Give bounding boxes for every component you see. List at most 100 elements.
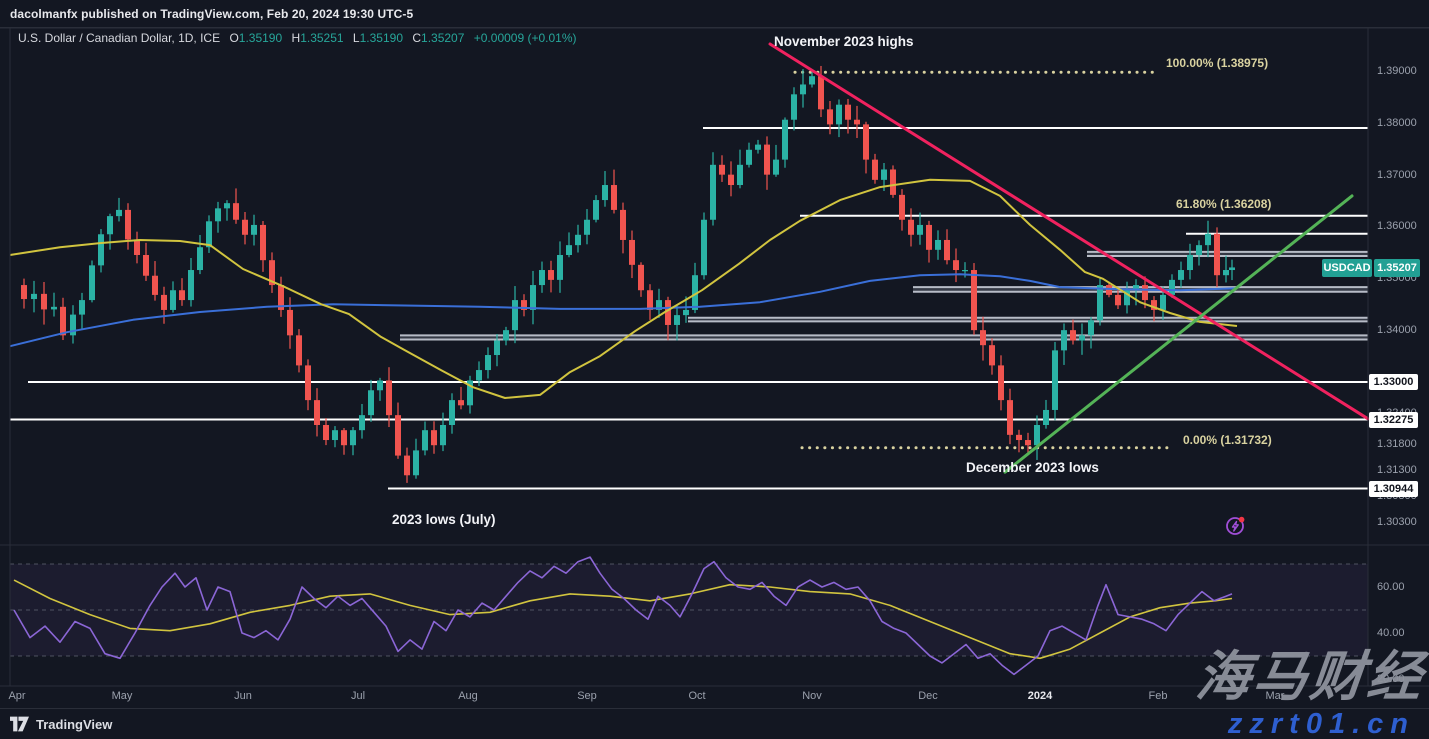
price-level-badge: 1.32275	[1369, 411, 1418, 428]
candle-down	[296, 335, 302, 366]
candle-up	[215, 208, 221, 222]
candle-up	[79, 300, 85, 315]
fib-100-label: 100.00% (1.38975)	[1166, 56, 1269, 70]
candle-down	[728, 174, 734, 186]
supply-demand-zone[interactable]	[688, 317, 1368, 322]
candle-down	[872, 159, 878, 180]
candle-up	[1034, 424, 1040, 446]
candle-up	[593, 200, 599, 220]
candle-down	[863, 124, 869, 160]
flash-publish-icon[interactable]	[1225, 515, 1247, 537]
candle-up	[89, 265, 95, 301]
candle-up	[1088, 320, 1094, 336]
rsi-axis-label: 20.00	[1377, 673, 1405, 685]
time-axis-label-aug: Aug	[458, 690, 478, 702]
candle-up	[746, 149, 752, 165]
candle-down	[404, 455, 410, 476]
candle-down	[341, 430, 347, 446]
candles[interactable]	[21, 65, 1235, 483]
candle-up	[1205, 233, 1211, 246]
supply-demand-zone[interactable]	[400, 335, 1368, 340]
annotation-july-lows: 2023 lows (July)	[392, 512, 496, 527]
tradingview-logo[interactable]: TradingView	[10, 716, 112, 732]
candle-up	[449, 400, 455, 425]
candle-up	[737, 164, 743, 186]
symbol-legend[interactable]: U.S. Dollar / Canadian Dollar, 1D, ICE O…	[18, 31, 577, 45]
candle-down	[242, 219, 248, 235]
annotation-november-highs: November 2023 highs	[774, 34, 914, 49]
candle-up	[1052, 350, 1058, 410]
candle-up	[836, 104, 842, 125]
candle-down	[1106, 285, 1112, 295]
candle-down	[21, 285, 27, 300]
candle-down	[971, 270, 977, 331]
high-label: H	[291, 31, 301, 45]
candle-up	[503, 330, 509, 341]
tradingview-logo-icon	[10, 716, 29, 732]
ma-blue-line[interactable]	[9, 273, 1238, 348]
candle-up	[512, 300, 518, 331]
candle-down	[287, 309, 293, 336]
candle-down	[1025, 440, 1031, 446]
candle-up	[1223, 270, 1229, 276]
candle-up	[413, 450, 419, 476]
candle-up	[674, 315, 680, 325]
candle-down	[827, 109, 833, 125]
uptrend-from-december-lows[interactable]	[1003, 194, 1354, 474]
candle-up	[494, 340, 500, 356]
candle-down	[764, 144, 770, 175]
lightning-bolt-icon	[1231, 520, 1239, 532]
price-axis-label: 1.31300	[1377, 464, 1417, 477]
price-axis-label: 1.31800	[1377, 438, 1417, 451]
rsi-ma-line[interactable]	[13, 579, 1233, 660]
candle-down	[845, 104, 851, 120]
ma-yellow-line[interactable]	[9, 178, 1238, 399]
candle-down	[998, 365, 1004, 401]
candle-down	[278, 285, 284, 310]
candle-up	[935, 239, 941, 250]
candle-down	[665, 300, 671, 325]
price-axis-label: 1.39000	[1377, 65, 1417, 77]
candle-down	[989, 345, 995, 366]
candle-down	[890, 169, 896, 195]
candle-down	[908, 219, 914, 235]
time-axis-label-jul: Jul	[350, 690, 366, 702]
rsi-line[interactable]	[13, 556, 1233, 676]
candle-up	[530, 285, 536, 310]
candle-down	[638, 264, 644, 291]
downtrend-from-november-highs[interactable]	[768, 42, 1370, 421]
time-axis-label-jun: Jun	[234, 690, 252, 702]
candle-up	[1079, 335, 1085, 341]
candle-up	[350, 430, 356, 446]
candle-up	[782, 119, 788, 160]
candle-up	[917, 224, 923, 235]
price-axis-label: 1.37000	[1377, 168, 1417, 181]
candle-up	[1187, 254, 1193, 271]
candle-up	[1061, 330, 1067, 351]
candle-up	[1133, 285, 1139, 291]
attribution-text: dacolmanfx published on TradingView.com,…	[10, 7, 414, 21]
candle-down	[395, 415, 401, 456]
candle-up	[575, 234, 581, 246]
time-axis-label-feb: Feb	[1148, 690, 1168, 702]
candle-up	[116, 209, 122, 217]
candle-up	[557, 254, 563, 280]
low-value: 1.35190	[359, 31, 403, 45]
candle-up	[70, 314, 76, 336]
supply-demand-zone[interactable]	[1087, 251, 1368, 257]
candle-down	[1214, 233, 1220, 276]
price-axis-label: 1.38000	[1377, 116, 1417, 129]
candle-up	[31, 293, 37, 300]
candle-up	[206, 221, 212, 248]
candle-up	[51, 306, 57, 310]
candle-up	[359, 415, 365, 431]
candle-down	[125, 209, 131, 240]
candle-down	[1070, 330, 1076, 341]
candle-up	[1169, 279, 1175, 295]
candle-up	[467, 380, 473, 406]
candle-up	[107, 216, 113, 235]
candle-up	[188, 270, 194, 301]
candle-up	[170, 290, 176, 310]
